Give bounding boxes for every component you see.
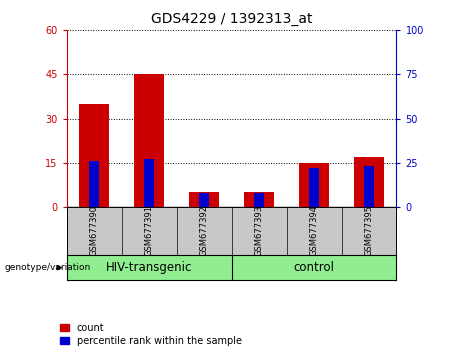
Bar	[244, 192, 274, 207]
Text: GSM677395: GSM677395	[365, 205, 373, 256]
Bar	[309, 168, 319, 207]
Text: GSM677390: GSM677390	[90, 205, 99, 256]
Bar	[199, 193, 209, 207]
Bar	[364, 166, 374, 207]
Title: GDS4229 / 1392313_at: GDS4229 / 1392313_at	[151, 12, 313, 26]
Text: GSM677393: GSM677393	[254, 205, 264, 256]
Bar	[89, 161, 99, 207]
Bar	[134, 74, 165, 207]
Text: GSM677392: GSM677392	[200, 205, 209, 256]
Bar	[299, 163, 329, 207]
Bar	[189, 192, 219, 207]
Text: HIV-transgenic: HIV-transgenic	[106, 261, 192, 274]
Bar	[79, 104, 109, 207]
Text: GSM677394: GSM677394	[309, 205, 319, 256]
Text: GSM677391: GSM677391	[145, 205, 154, 256]
Text: control: control	[294, 261, 335, 274]
Bar	[354, 157, 384, 207]
Text: genotype/variation: genotype/variation	[5, 263, 91, 272]
Bar	[254, 193, 264, 207]
Bar	[144, 159, 154, 207]
Legend: count, percentile rank within the sample: count, percentile rank within the sample	[60, 323, 242, 346]
